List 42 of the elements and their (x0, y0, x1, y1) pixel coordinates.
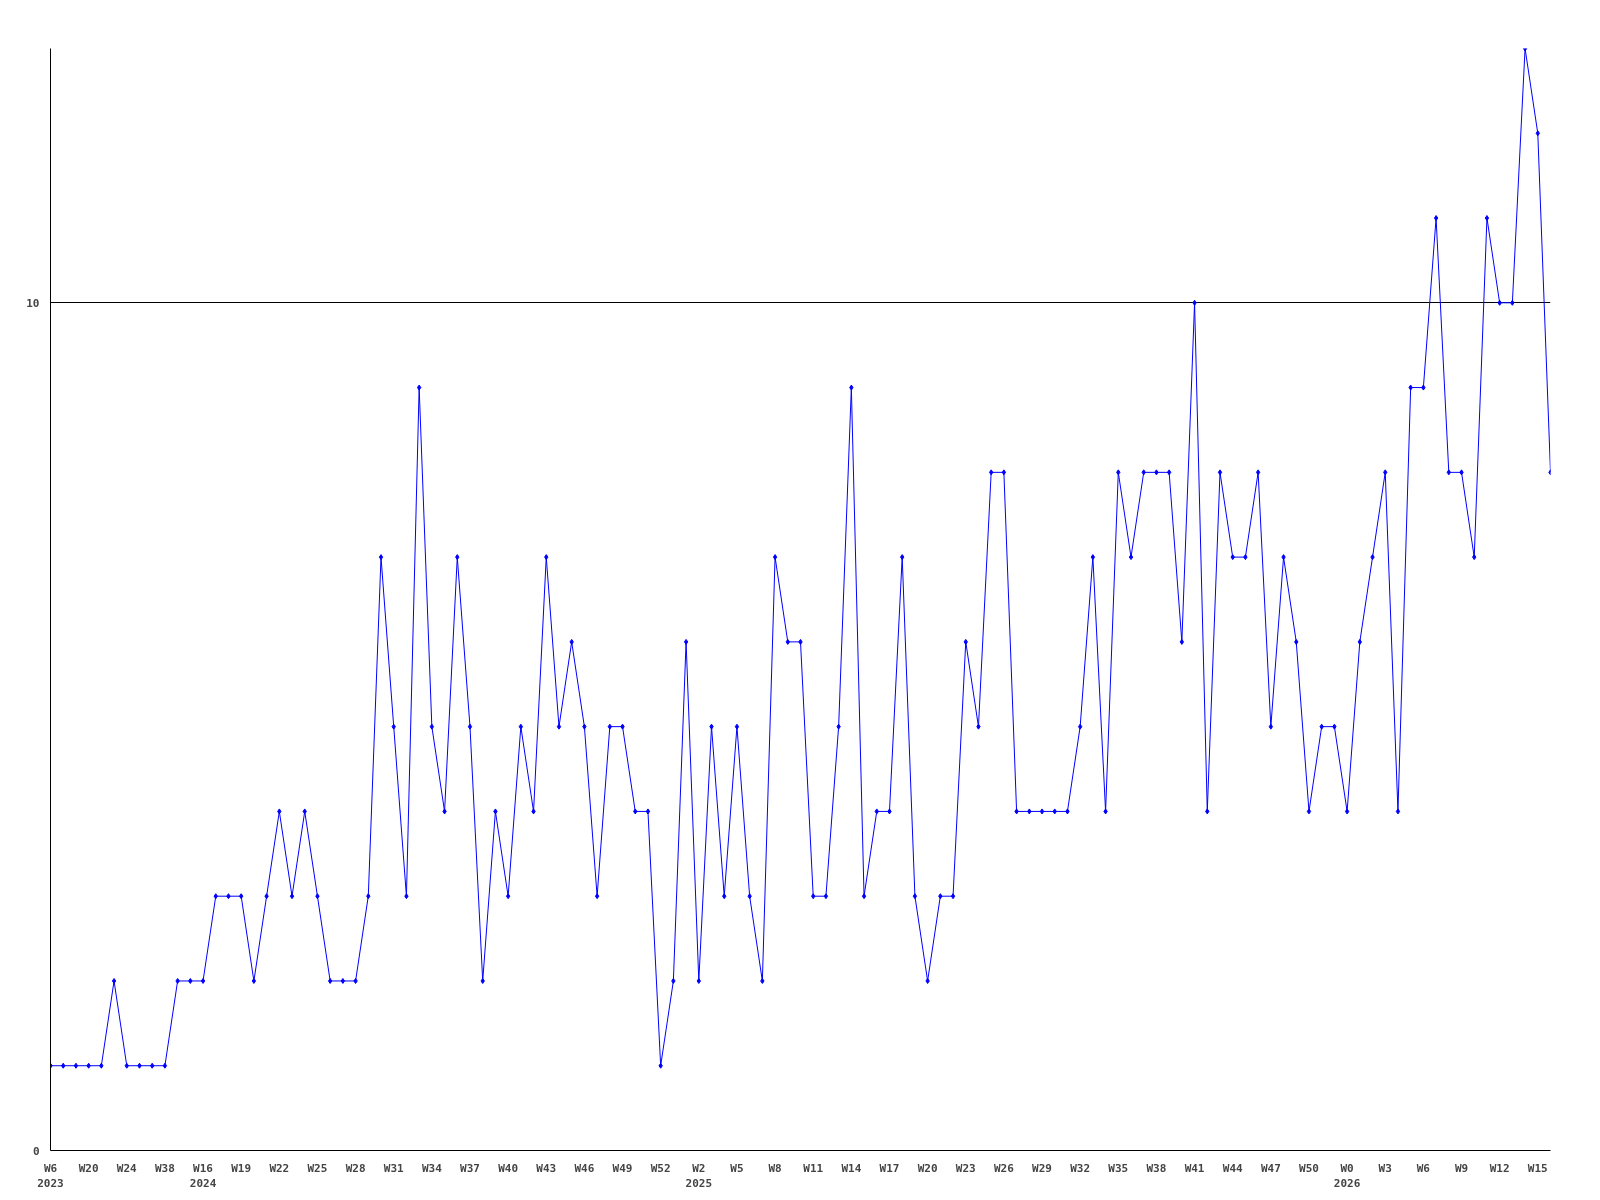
x-tick-label: W37 (460, 1161, 480, 1175)
x-tick-label: W14 (841, 1161, 862, 1175)
x-tick-label: W15 (1527, 1161, 1548, 1175)
y-tick-label: 10 (26, 296, 40, 310)
x-tick-label: W49 (612, 1161, 633, 1175)
x-tick-label: W22 (269, 1161, 290, 1175)
x-tick-label: W20 (917, 1161, 938, 1175)
x-tick-label: W16 2024 (189, 1161, 217, 1191)
x-tick-label: W24 (116, 1161, 138, 1175)
x-tick-label: W19 (231, 1161, 252, 1175)
x-tick-label: W47 (1260, 1161, 1281, 1175)
x-tick-label: W8 (768, 1161, 782, 1175)
x-tick-label: W44 (1222, 1161, 1244, 1175)
x-tick-label: W12 (1489, 1161, 1510, 1175)
x-tick-label: W11 (803, 1161, 824, 1175)
x-tick-label: W50 (1299, 1161, 1319, 1175)
x-tick-label: W23 (955, 1161, 976, 1175)
x-tick-label: W41 (1184, 1161, 1205, 1175)
x-tick-label: W9 (1454, 1161, 1469, 1175)
x-tick-label: W40 (498, 1161, 519, 1175)
x-tick-label: W6 (1416, 1161, 1431, 1175)
x-tick-label: W20 (78, 1161, 99, 1175)
x-tick-label: W34 (421, 1161, 443, 1175)
x-tick-label: W32 (1070, 1161, 1091, 1175)
x-tick-label: W6 2023 (37, 1161, 64, 1191)
x-tick-label: W52 (650, 1161, 671, 1175)
x-tick-label: W28 (345, 1161, 366, 1175)
x-tick-label: W5 (730, 1161, 744, 1175)
x-tick-label: W2 2025 (685, 1161, 713, 1191)
y-tick-label: 0 (32, 1144, 40, 1158)
x-tick-label: W0 2026 (1333, 1161, 1361, 1191)
x-tick-label: W17 (879, 1161, 900, 1175)
x-tick-label: W46 (574, 1161, 595, 1175)
x-tick-label: W26 (993, 1161, 1015, 1175)
x-tick-label: W35 (1108, 1161, 1129, 1175)
x-tick-label: W31 (383, 1161, 405, 1175)
x-tick-label: W29 (1032, 1161, 1052, 1175)
x-tick-label: W3 (1378, 1161, 1392, 1175)
x-tick-label: W43 (536, 1161, 557, 1175)
x-tick-label: W38 (1146, 1161, 1167, 1175)
x-tick-label: W38 (154, 1161, 175, 1175)
x-tick-label: W25 (307, 1161, 328, 1175)
